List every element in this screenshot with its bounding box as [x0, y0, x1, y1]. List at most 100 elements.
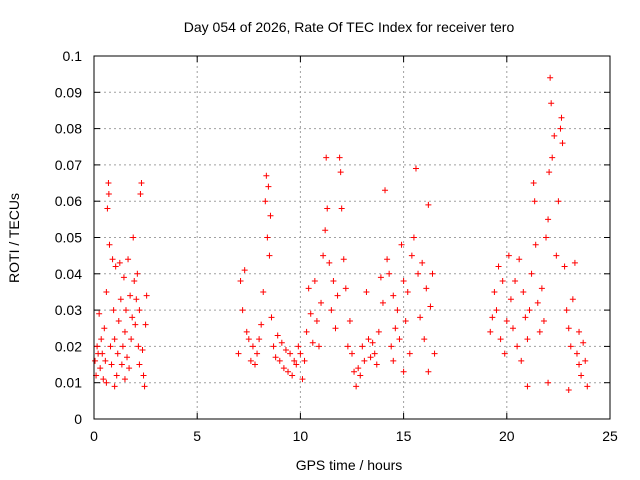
data-point: [359, 343, 366, 350]
data-point: [386, 270, 393, 277]
data-point: [243, 328, 250, 335]
data-point: [487, 328, 494, 335]
y-tick-label: 0.09: [55, 84, 82, 100]
data-point: [557, 125, 564, 132]
data-point: [265, 183, 272, 190]
data-point: [408, 252, 415, 259]
data-point: [330, 278, 337, 285]
data-point: [400, 278, 407, 285]
data-point: [565, 386, 572, 393]
data-point: [421, 336, 428, 343]
data-point: [111, 383, 118, 390]
data-point: [136, 307, 143, 314]
data-point: [573, 350, 580, 357]
data-point: [489, 314, 496, 321]
data-point: [235, 350, 242, 357]
data-point: [561, 263, 568, 270]
data-point: [121, 328, 128, 335]
data-point: [111, 336, 118, 343]
data-point: [270, 343, 277, 350]
data-point: [569, 296, 576, 303]
data-point: [278, 339, 285, 346]
data-point: [135, 343, 142, 350]
data-point: [565, 325, 572, 332]
data-point: [419, 259, 426, 266]
data-point: [425, 201, 432, 208]
data-point: [254, 350, 261, 357]
data-point: [104, 205, 111, 212]
x-axis-label: GPS time / hours: [296, 457, 403, 473]
data-point: [396, 336, 403, 343]
data-point: [524, 383, 531, 390]
data-point: [285, 368, 292, 375]
data-point: [344, 343, 351, 350]
data-point: [295, 343, 302, 350]
y-axis-label: ROTI / TECUs: [6, 193, 22, 283]
data-point: [394, 307, 401, 314]
data-point: [124, 354, 131, 361]
data-point: [363, 288, 370, 295]
data-point: [540, 317, 547, 324]
data-point: [130, 234, 137, 241]
data-point: [119, 343, 126, 350]
data-point: [512, 278, 519, 285]
data-point: [493, 307, 500, 314]
data-point: [241, 267, 248, 274]
y-tick-label: 0.1: [63, 48, 83, 64]
data-point: [505, 252, 512, 259]
x-tick-label: 20: [499, 428, 515, 444]
data-point: [367, 354, 374, 361]
data-point: [580, 339, 587, 346]
data-point: [140, 372, 147, 379]
data-point: [497, 336, 504, 343]
data-point: [528, 270, 535, 277]
data-point: [289, 372, 296, 379]
data-point: [287, 350, 294, 357]
data-point: [546, 169, 553, 176]
y-tick-label: 0.02: [55, 338, 82, 354]
data-point: [499, 278, 506, 285]
data-point: [249, 343, 256, 350]
data-point: [427, 303, 434, 310]
data-point: [100, 376, 107, 383]
data-point: [390, 357, 397, 364]
data-point: [553, 252, 560, 259]
data-point: [106, 241, 113, 248]
data-point: [518, 357, 525, 364]
data-point: [315, 343, 322, 350]
x-tick-label: 15: [396, 428, 412, 444]
data-point: [103, 288, 110, 295]
data-point: [509, 325, 516, 332]
y-tick-label: 0.07: [55, 157, 82, 173]
data-point: [384, 256, 391, 263]
data-point: [402, 317, 409, 324]
data-point: [293, 361, 300, 368]
data-point: [110, 307, 117, 314]
data-point: [109, 256, 116, 263]
data-point: [548, 100, 555, 107]
data-point: [536, 328, 543, 335]
data-point: [417, 314, 424, 321]
data-point: [369, 339, 376, 346]
data-point: [351, 368, 358, 375]
data-point: [103, 379, 110, 386]
data-point: [309, 339, 316, 346]
data-point: [563, 307, 570, 314]
data-point: [567, 343, 574, 350]
data-point: [128, 336, 135, 343]
data-point: [551, 132, 558, 139]
data-point: [398, 241, 405, 248]
data-point: [412, 165, 419, 172]
data-point: [526, 307, 533, 314]
data-point: [126, 365, 133, 372]
data-point: [423, 285, 430, 292]
data-point: [373, 361, 380, 368]
data-point: [260, 288, 267, 295]
data-point: [357, 372, 364, 379]
data-point: [584, 383, 591, 390]
data-point: [520, 288, 527, 295]
data-point: [239, 307, 246, 314]
data-point: [415, 270, 422, 277]
data-point: [549, 154, 556, 161]
